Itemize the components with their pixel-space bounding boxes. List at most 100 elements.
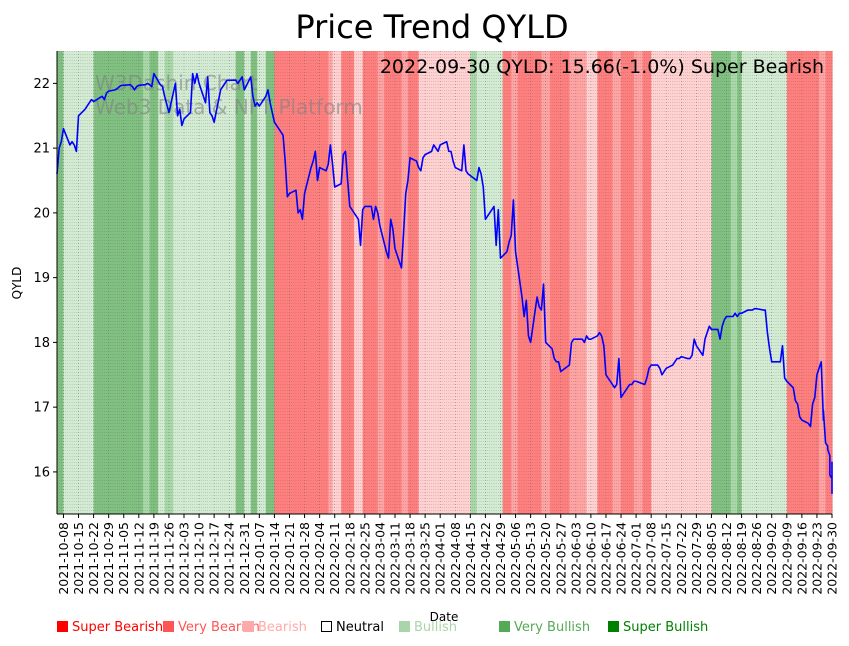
legend-swatch-icon xyxy=(243,621,254,632)
sentiment-band-35 xyxy=(621,51,635,514)
y-tick-label-21: 21 xyxy=(33,142,50,157)
x-tick-label-20: 2022-02-25 xyxy=(357,522,372,595)
x-tick-label-1: 2021-10-15 xyxy=(71,522,86,595)
sentiment-band-20 xyxy=(384,51,403,514)
legend-swatch-icon xyxy=(163,621,174,632)
sentiment-band-29 xyxy=(541,51,551,514)
x-tick-label-43: 2022-08-05 xyxy=(704,522,719,595)
sentiment-band-21 xyxy=(401,51,409,514)
x-tick-label-33: 2022-05-27 xyxy=(553,522,568,595)
x-tick-label-11: 2021-12-24 xyxy=(222,522,237,595)
y-tick-label-19: 19 xyxy=(33,271,50,286)
x-tick-label-29: 2022-04-29 xyxy=(493,522,508,595)
sentiment-band-27 xyxy=(511,51,519,514)
legend-label: Bullish xyxy=(414,620,458,635)
sentiment-band-34 xyxy=(612,51,622,514)
sentiment-band-19 xyxy=(377,51,385,514)
sentiment-band-14 xyxy=(328,51,334,514)
sentiment-band-42 xyxy=(741,51,788,514)
x-tick-label-19: 2022-02-18 xyxy=(342,522,357,595)
x-tick-label-39: 2022-07-08 xyxy=(644,522,659,595)
sentiment-band-22 xyxy=(407,51,420,514)
x-tick-label-50: 2022-09-23 xyxy=(809,522,824,595)
x-tick-label-7: 2021-11-26 xyxy=(161,522,176,595)
legend-swatch-icon xyxy=(321,621,332,632)
legend-item-super-bearish: Super Bearish xyxy=(57,620,163,635)
x-tick-label-8: 2021-12-03 xyxy=(177,522,192,595)
x-tick-label-36: 2022-06-17 xyxy=(598,522,613,595)
legend-label: Neutral xyxy=(336,620,384,635)
sentiment-bands xyxy=(57,51,833,514)
vertical-grid xyxy=(56,51,833,514)
sentiment-band-12 xyxy=(265,51,276,514)
price-line xyxy=(56,72,833,494)
sentiment-band-39 xyxy=(711,51,732,514)
x-tick-label-13: 2022-01-07 xyxy=(252,522,267,595)
x-tick-label-0: 2021-10-08 xyxy=(56,522,71,595)
y-tick-label-16: 16 xyxy=(33,465,50,480)
sentiment-legend: Super Bearish Very Bearish Bearish Neutral B… xyxy=(57,620,837,638)
x-tick-label-38: 2022-07-01 xyxy=(629,522,644,595)
x-tick-label-18: 2022-02-11 xyxy=(327,522,342,595)
sentiment-band-24 xyxy=(470,51,478,514)
sentiment-band-8 xyxy=(235,51,245,514)
legend-item-bearish: Bearish xyxy=(243,620,307,635)
x-tick-label-17: 2022-02-04 xyxy=(312,522,327,595)
x-tick-label-23: 2022-03-18 xyxy=(403,522,418,595)
axes xyxy=(56,51,832,515)
legend-swatch-icon xyxy=(608,621,619,632)
sentiment-band-37 xyxy=(642,51,652,514)
x-tick-label-6: 2021-11-19 xyxy=(146,522,161,595)
x-tick-label-5: 2021-11-12 xyxy=(131,522,146,595)
x-tick-label-35: 2022-06-10 xyxy=(583,522,598,595)
x-tick-label-26: 2022-04-08 xyxy=(448,522,463,595)
y-axis-label: QYLD xyxy=(10,267,24,300)
x-tick-label-41: 2022-07-22 xyxy=(674,522,689,595)
sentiment-band-2 xyxy=(93,51,144,514)
legend-label: Super Bullish xyxy=(623,620,709,635)
legend-label: Very Bullish xyxy=(514,620,591,635)
sentiment-band-44 xyxy=(819,51,827,514)
x-tick-label-47: 2022-09-02 xyxy=(764,522,779,595)
sentiment-band-23 xyxy=(418,51,471,514)
x-tick-label-51: 2022-09-30 xyxy=(825,522,840,595)
x-tick-label-34: 2022-06-03 xyxy=(568,522,583,595)
legend-item-very-bearish: Very Bearish xyxy=(163,620,260,635)
sentiment-band-33 xyxy=(597,51,614,514)
sentiment-band-18 xyxy=(362,51,379,514)
y-tick-label-22: 22 xyxy=(33,77,50,92)
x-axis-label: Date xyxy=(430,610,459,624)
x-tick-label-3: 2021-10-29 xyxy=(101,522,116,595)
sentiment-band-36 xyxy=(633,51,644,514)
sentiment-band-41 xyxy=(737,51,743,514)
x-tick-label-4: 2021-11-05 xyxy=(116,522,131,595)
price-annotation: 2022-09-30 QYLD: 15.66(-1.0%) Super Bear… xyxy=(380,56,824,78)
sentiment-band-11 xyxy=(257,51,267,514)
sentiment-band-25 xyxy=(476,51,504,514)
x-tick-label-22: 2022-03-11 xyxy=(387,522,402,595)
x-tick-label-37: 2022-06-24 xyxy=(614,522,629,595)
sentiment-band-1 xyxy=(63,51,95,514)
x-tick-label-40: 2022-07-15 xyxy=(659,522,674,595)
x-tick-label-21: 2022-03-04 xyxy=(372,522,387,595)
x-tick-label-42: 2022-07-29 xyxy=(689,522,704,595)
y-ticks: 16 17 18 19 20 21 22 xyxy=(33,77,57,480)
chart-title: Price Trend QYLD xyxy=(295,8,568,46)
sentiment-band-40 xyxy=(730,51,738,514)
x-tick-label-28: 2022-04-22 xyxy=(478,522,493,595)
sentiment-band-5 xyxy=(158,51,166,514)
sentiment-band-26 xyxy=(502,51,512,514)
legend-label: Super Bearish xyxy=(72,620,164,635)
x-tick-label-48: 2022-09-09 xyxy=(779,522,794,595)
x-tick-label-25: 2022-04-01 xyxy=(433,522,448,595)
x-tick-label-46: 2022-08-26 xyxy=(749,522,764,595)
legend-swatch-icon xyxy=(499,621,510,632)
x-tick-label-49: 2022-09-16 xyxy=(794,522,809,595)
x-tick-label-30: 2022-05-06 xyxy=(508,522,523,595)
legend-item-bullish: Bullish xyxy=(399,620,457,635)
y-tick-label-18: 18 xyxy=(33,336,50,351)
y-tick-label-20: 20 xyxy=(33,206,50,221)
legend-label: Bearish xyxy=(258,620,307,635)
x-tick-label-14: 2022-01-14 xyxy=(267,522,282,595)
